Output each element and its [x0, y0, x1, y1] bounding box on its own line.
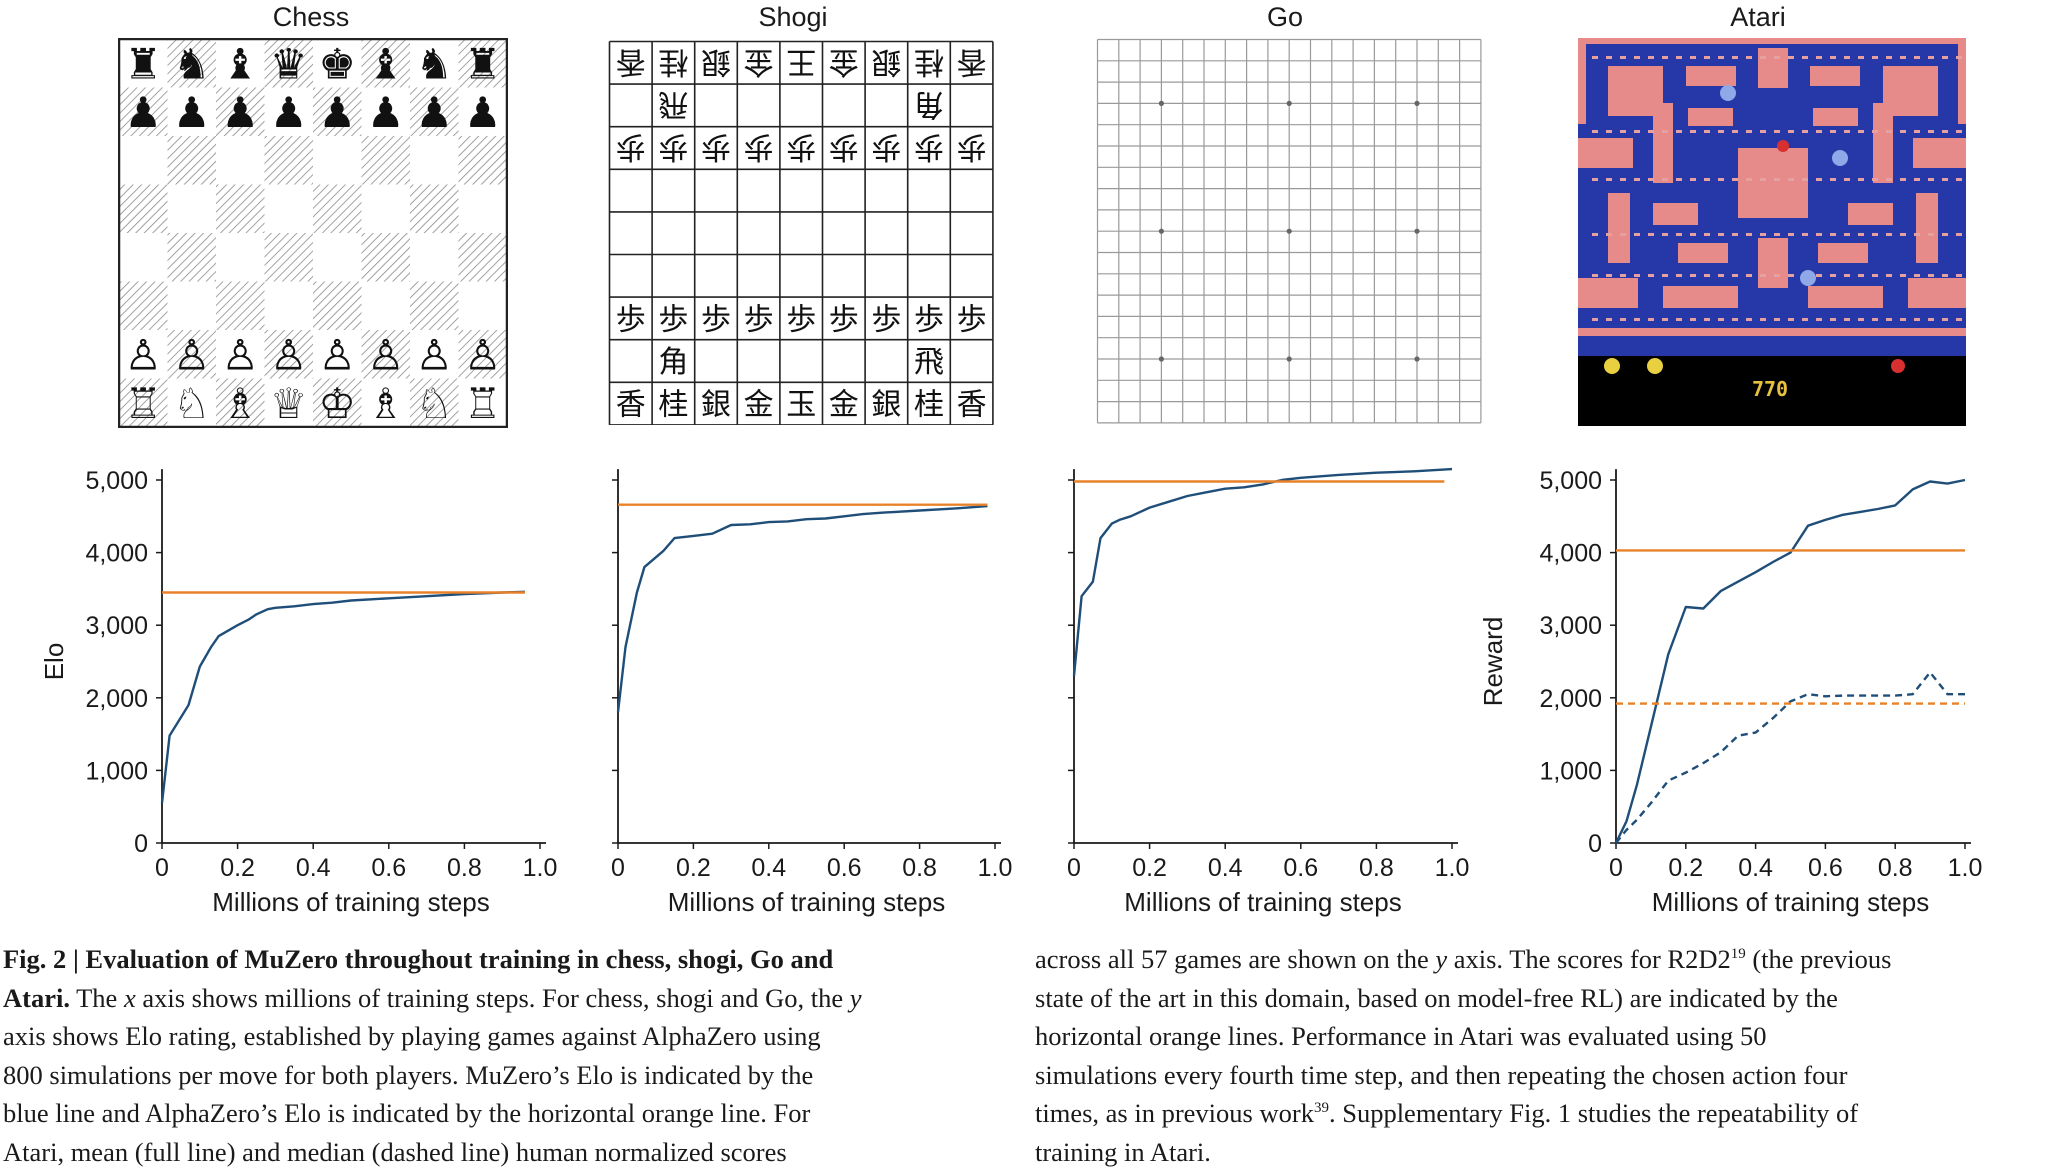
x-axis-label: Millions of training steps: [212, 887, 489, 917]
figure-label: Fig. 2: [3, 944, 66, 974]
figure-caption-left: Fig. 2 | Evaluation of MuZero throughout…: [3, 940, 861, 1171]
muzero-line: [1074, 469, 1452, 676]
x-tick-label: 0: [611, 854, 625, 882]
x-tick-label: 1.0: [523, 854, 558, 882]
x-tick-label: 0.4: [1738, 854, 1773, 882]
caption-text: times, as in previous work: [1035, 1098, 1314, 1128]
y-axis-label: Elo: [39, 643, 69, 681]
caption-text: axis. The scores for R2D2: [1447, 944, 1731, 974]
x-tick-label: 0.2: [1668, 854, 1703, 882]
x-tick-label: 0.4: [296, 854, 331, 882]
muzero-line: [618, 506, 988, 712]
x-tick-label: 0.4: [751, 854, 786, 882]
x-tick-label: 0: [155, 854, 169, 882]
x-tick-label: 0.6: [1808, 854, 1843, 882]
x-tick-label: 1.0: [978, 854, 1013, 882]
caption-text: (the previous: [1746, 944, 1892, 974]
y-tick-label: 1,000: [1539, 757, 1602, 785]
training-charts: 0 0.2 0.4 0.6 0.8 1.0 0 1,000 2,000 3,000 4,000 5,0…: [0, 0, 2048, 930]
x-tick-label: 0.4: [1208, 854, 1243, 882]
x-tick-label: 0.6: [827, 854, 862, 882]
x-tick-label: 0: [1609, 854, 1623, 882]
caption-text: state of the art in this domain, based o…: [1035, 979, 1891, 1018]
x-tick-label: 0.6: [371, 854, 406, 882]
caption-title-part2: Atari.: [3, 983, 70, 1013]
x-axis-label: Millions of training steps: [1124, 887, 1401, 917]
x-tick-label: 1.0: [1948, 854, 1983, 882]
x-tick-label: 0.2: [676, 854, 711, 882]
caption-text: blue line and AlphaZero’s Elo is indicat…: [3, 1094, 861, 1133]
y-tick-label: 4,000: [85, 540, 148, 568]
caption-text: axis shows Elo rating, established by pl…: [3, 1017, 861, 1056]
y-tick-label: 2,000: [1539, 685, 1602, 713]
muzero-line: [162, 592, 525, 803]
y-tick-label: 0: [134, 830, 148, 858]
y-tick-label: 1,000: [85, 757, 148, 785]
x-tick-label: 1.0: [1435, 854, 1470, 882]
x-tick-label: 0.8: [1878, 854, 1913, 882]
reference-number: 19: [1731, 946, 1746, 962]
chart-shogi: 0 0.2 0.4 0.6 0.8 1.0 Millions of training ste…: [611, 469, 1012, 917]
x-tick-label: 0.8: [447, 854, 482, 882]
x-axis-label: Millions of training steps: [1652, 887, 1929, 917]
x-axis-label: Millions of training steps: [668, 887, 945, 917]
y-tick-label: 3,000: [1539, 612, 1602, 640]
caption-italic: y: [850, 983, 862, 1013]
caption-text: simulations every fourth time step, and …: [1035, 1056, 1891, 1095]
caption-text: across all 57 games are shown on the: [1035, 944, 1435, 974]
reference-number: 39: [1314, 1100, 1329, 1116]
muzero-line-dashed: [1616, 672, 1965, 843]
figure-caption-right: across all 57 games are shown on the y a…: [1035, 940, 1891, 1171]
muzero-line: [1616, 480, 1965, 843]
caption-text: The: [70, 983, 124, 1013]
caption-text: horizontal orange lines. Performance in …: [1035, 1017, 1891, 1056]
x-tick-label: 0.8: [902, 854, 937, 882]
y-tick-label: 0: [1588, 830, 1602, 858]
caption-separator: |: [66, 944, 85, 974]
y-tick-label: 2,000: [85, 685, 148, 713]
chart-go: 0 0.2 0.4 0.6 0.8 1.0 Millions of training ste…: [1067, 469, 1469, 917]
chart-atari: 0 0.2 0.4 0.6 0.8 1.0 0 1,000 2,000 3,000 4,000 5,0…: [1478, 467, 1982, 917]
y-axis-label: Reward: [1478, 617, 1508, 707]
y-tick-label: 3,000: [85, 612, 148, 640]
caption-text: 800 simulations per move for both player…: [3, 1056, 861, 1095]
caption-text: Atari, mean (full line) and median (dash…: [3, 1133, 861, 1171]
caption-italic: y: [1435, 944, 1447, 974]
caption-italic: x: [124, 983, 136, 1013]
y-tick-label: 5,000: [1539, 467, 1602, 495]
chart-chess: 0 0.2 0.4 0.6 0.8 1.0 0 1,000 2,000 3,000 4,000 5,0…: [39, 467, 557, 917]
caption-text: axis shows millions of training steps. F…: [136, 983, 850, 1013]
caption-text: . Supplementary Fig. 1 studies the repea…: [1329, 1098, 1858, 1128]
x-tick-label: 0.6: [1283, 854, 1318, 882]
x-tick-label: 0.2: [220, 854, 255, 882]
caption-title-part1: Evaluation of MuZero throughout training…: [85, 944, 833, 974]
y-tick-label: 5,000: [85, 467, 148, 495]
x-tick-label: 0: [1067, 854, 1081, 882]
caption-text: training in Atari.: [1035, 1133, 1891, 1171]
x-tick-label: 0.2: [1132, 854, 1167, 882]
x-tick-label: 0.8: [1359, 854, 1394, 882]
y-tick-label: 4,000: [1539, 540, 1602, 568]
